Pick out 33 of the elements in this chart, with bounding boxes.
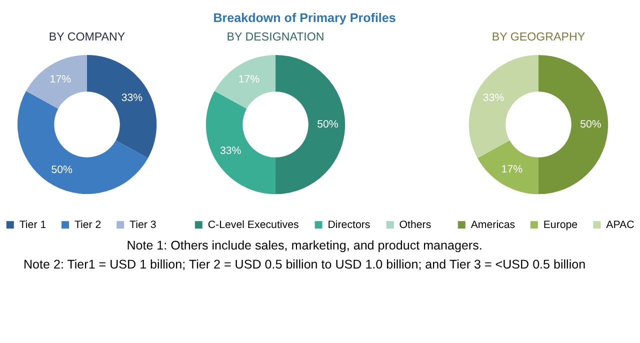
data-label: 33% <box>482 92 505 104</box>
data-label: 33% <box>220 145 242 158</box>
legend-label: Tier 1 <box>19 218 46 231</box>
legend-label: Tier 2 <box>74 218 102 231</box>
chart-title: BY DESIGNATION <box>226 30 324 44</box>
donut-slice <box>17 91 148 194</box>
legend-label: Tier 3 <box>130 218 156 231</box>
donut-slice <box>477 140 538 194</box>
legend-label: Europe <box>543 218 578 231</box>
data-label: 33% <box>121 92 144 104</box>
donut-slice <box>468 54 538 158</box>
text: Note 1: Others include sales, marketing, and product managers. <box>126 238 482 252</box>
legend-label: Americas <box>470 218 516 231</box>
data-label: 50% <box>51 164 74 176</box>
text: Note 2: Tier1 = USD 1 billion; Tier 2 = USD 0.5 billion to USD 1.0 billion; and Tier 3 = <USD 0.5 billion <box>23 258 586 272</box>
legend-label: Others <box>399 218 432 231</box>
data-label: 50% <box>317 118 339 130</box>
data-label: 17% <box>501 163 524 176</box>
donut-slice <box>538 54 608 194</box>
donut-slice <box>26 54 88 109</box>
chart-title: BY COMPANY <box>48 30 126 44</box>
text: Breakdown of Primary Profiles <box>213 11 396 26</box>
data-label: 17% <box>238 74 260 86</box>
donut-slice <box>214 54 276 109</box>
legend-label: C-Level Executives <box>208 218 299 231</box>
data-label: 17% <box>50 74 72 86</box>
data-label: 50% <box>580 118 602 130</box>
donut-slice <box>206 91 276 194</box>
chart-title: BY GEOGRAPHY <box>492 30 586 44</box>
legend-label: APAC <box>606 218 635 231</box>
donut-slice <box>276 54 345 194</box>
donut-slice <box>87 54 157 158</box>
legend-label: Directors <box>328 218 370 231</box>
